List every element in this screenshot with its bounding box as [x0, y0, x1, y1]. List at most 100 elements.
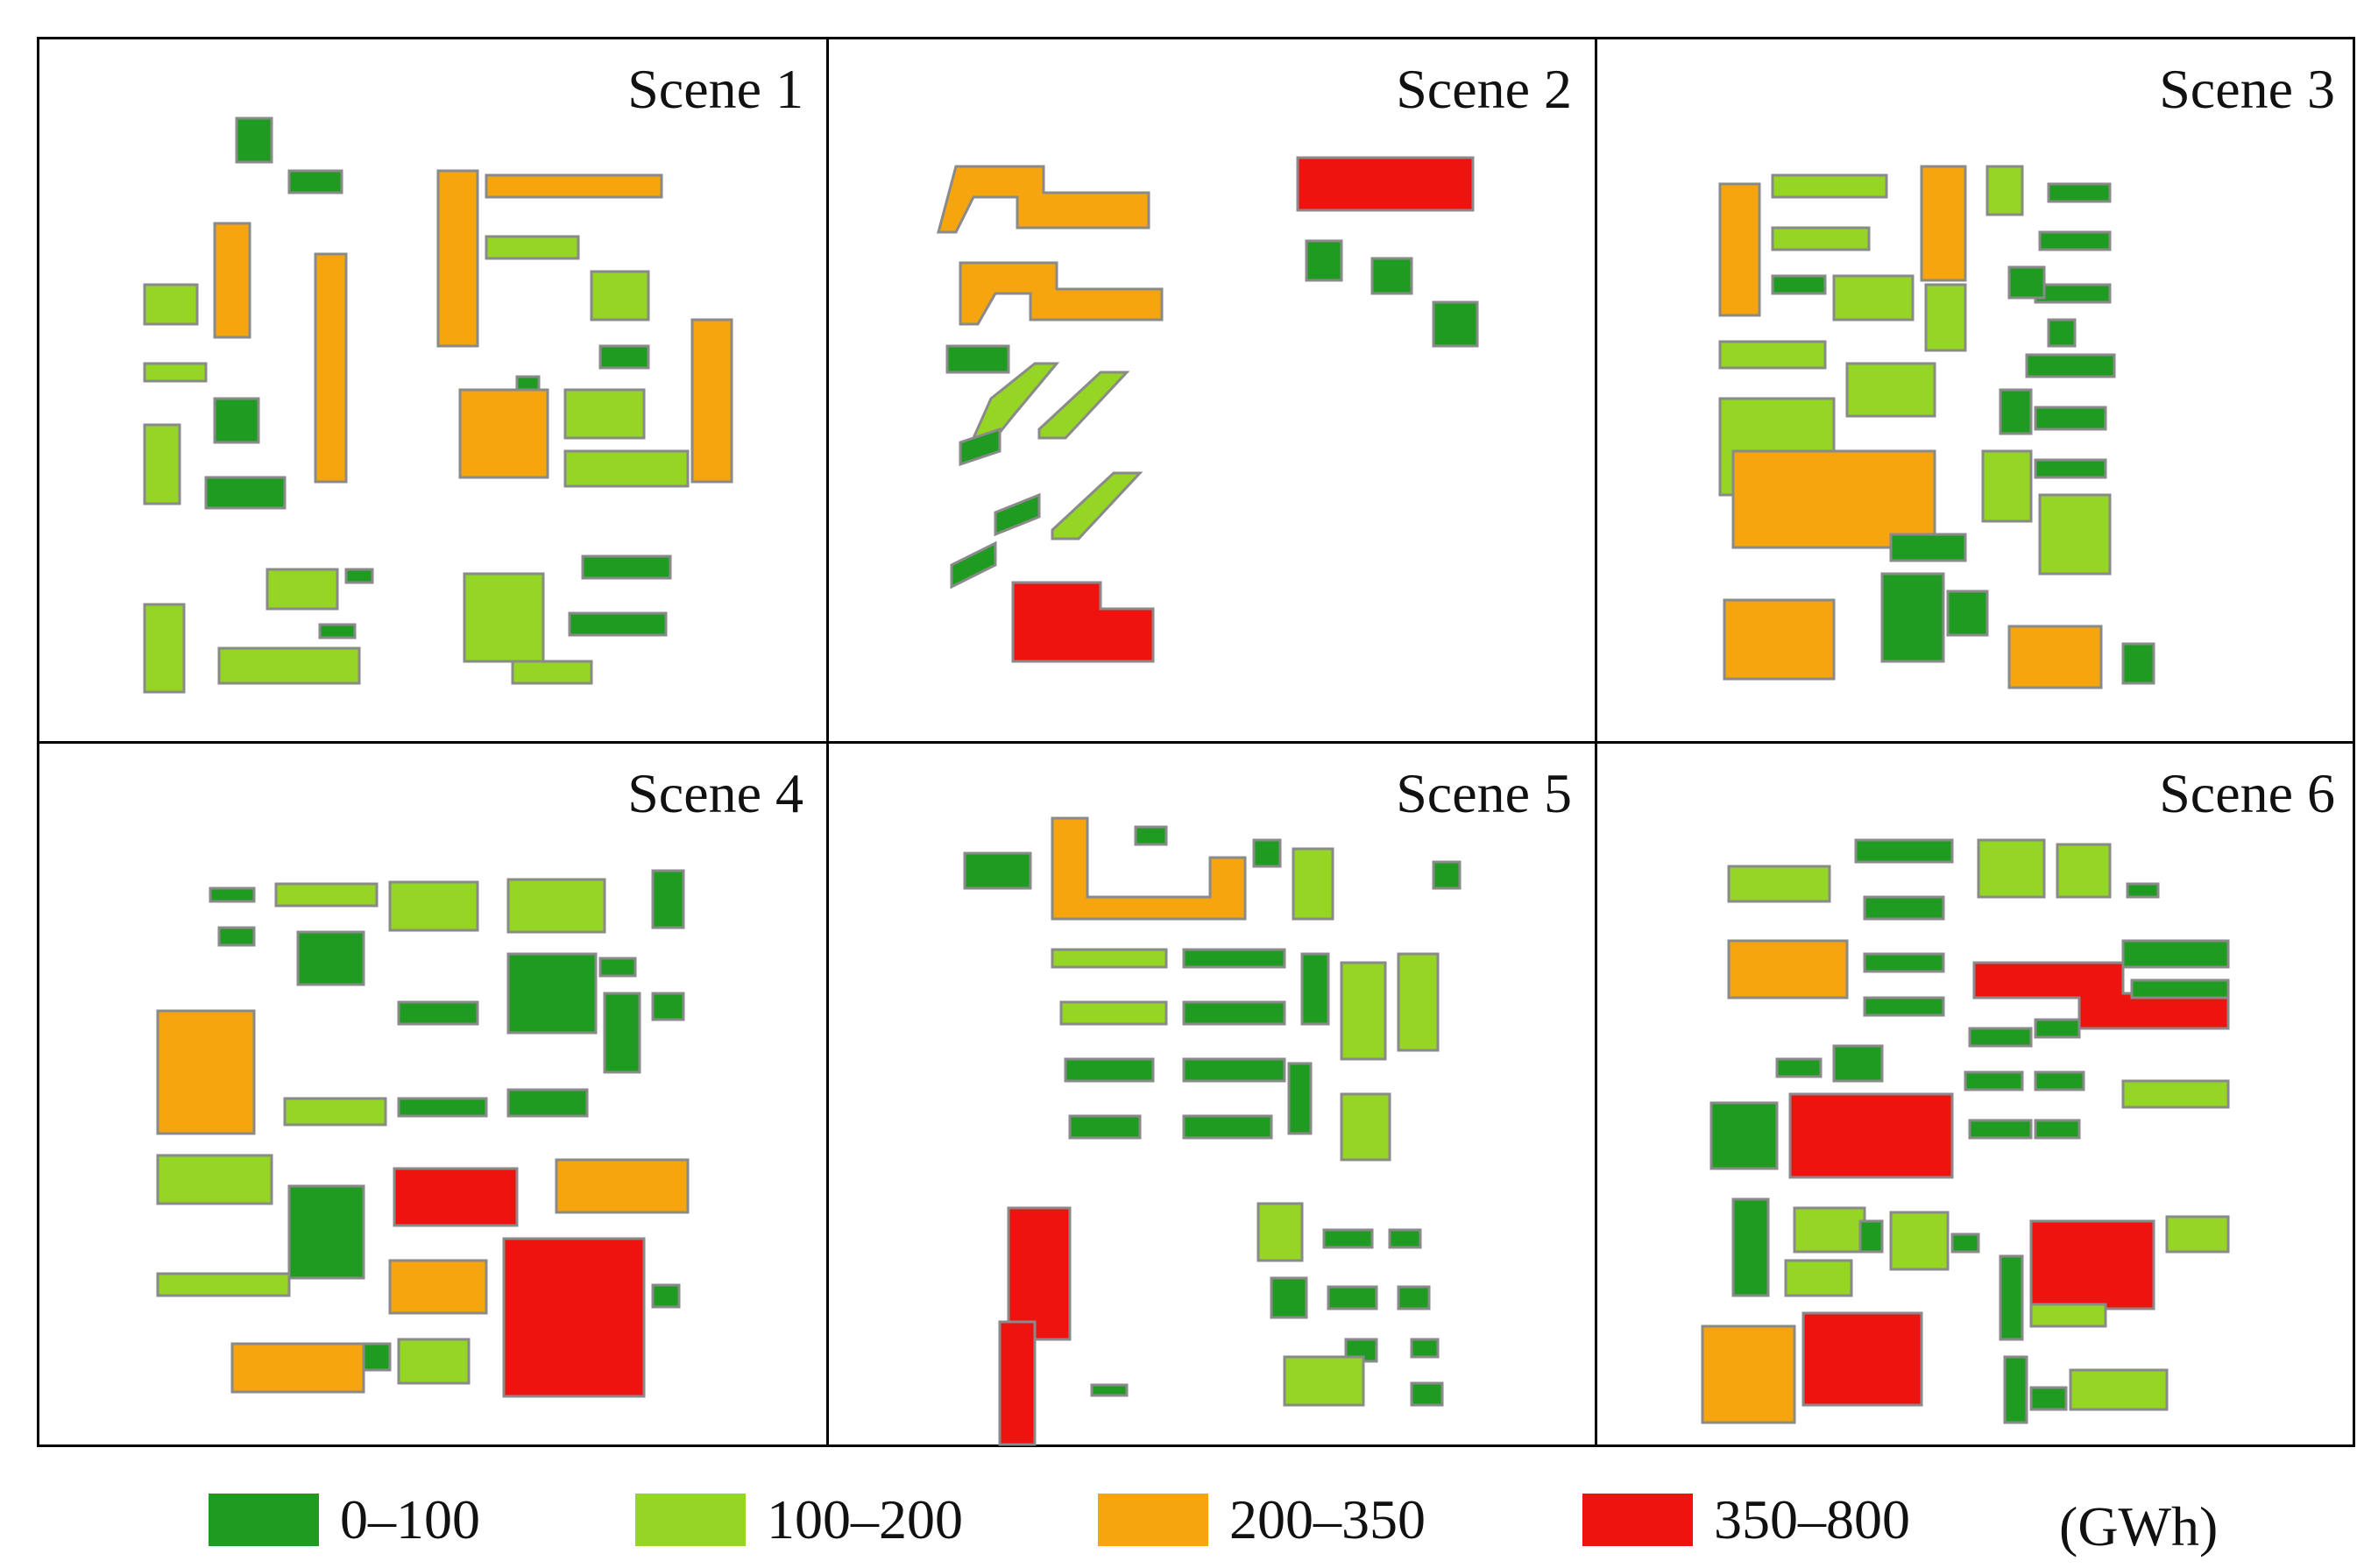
building [2038, 493, 2112, 576]
building [2029, 1386, 2068, 1411]
building [1051, 471, 1143, 540]
building [590, 270, 650, 321]
legend-label-350-800: 350–800 [1714, 1488, 1910, 1550]
building [204, 476, 287, 510]
building [1397, 1285, 1431, 1310]
building [598, 344, 650, 370]
building [1051, 816, 1247, 921]
building [2003, 1355, 2028, 1424]
building [563, 388, 646, 440]
building [213, 397, 260, 444]
building [2007, 265, 2046, 300]
legend-item-0-100: 0–100 [209, 1488, 480, 1550]
map-figure: Scene 1 [37, 37, 2355, 1447]
building [1977, 838, 2046, 899]
building [1292, 847, 1334, 921]
scene-4-map [156, 869, 690, 1398]
building [1340, 961, 1387, 1061]
building [1863, 952, 1945, 973]
scene-3-panel: Scene 3 [1597, 39, 2357, 741]
building [2038, 230, 2112, 251]
building [1788, 1092, 1954, 1179]
building [1946, 590, 1989, 637]
building [388, 880, 479, 932]
building [156, 1272, 291, 1297]
building [2121, 642, 2155, 685]
building [2069, 1368, 2169, 1411]
building [1410, 1381, 1444, 1407]
building [2121, 939, 2230, 969]
building [485, 235, 580, 260]
legend-item-100-200: 100–200 [635, 1488, 963, 1550]
building [1889, 533, 1967, 562]
building [1327, 1285, 1378, 1310]
building [1920, 165, 1967, 282]
building [235, 117, 273, 164]
building [1999, 388, 2033, 435]
building [690, 318, 733, 484]
building [458, 388, 549, 479]
legend: 0–100 100–200 200–350 350–800 (GWh) [0, 1480, 2357, 1568]
building [1322, 1228, 1374, 1249]
legend-swatch-350-800 [1582, 1494, 1693, 1546]
building [651, 992, 685, 1021]
building [1182, 1114, 1273, 1140]
building [296, 930, 365, 986]
building [2025, 353, 2116, 378]
building [1340, 1092, 1391, 1162]
building [1985, 165, 2024, 216]
building [1007, 1206, 1072, 1341]
building [1771, 226, 1871, 251]
building [1300, 952, 1330, 1026]
building [388, 1259, 488, 1315]
building [506, 952, 598, 1035]
building [1968, 1119, 2033, 1140]
building [2047, 182, 2112, 203]
scene-5-title: Scene 5 [1396, 762, 1572, 824]
building [1432, 300, 1479, 348]
building [274, 882, 379, 908]
scene-6-panel: Scene 6 [1597, 744, 2357, 1447]
building [1968, 1027, 2033, 1048]
building [287, 1184, 365, 1280]
scene-5-panel: Scene 5 [829, 744, 1595, 1447]
legend-label-200-350: 200–350 [1229, 1488, 1426, 1550]
scene-3-map [1718, 165, 2155, 689]
building [1832, 274, 1915, 321]
building [1305, 239, 1343, 282]
building [1182, 948, 1286, 969]
building [397, 1097, 488, 1118]
building [143, 362, 208, 383]
building [1718, 340, 1827, 370]
building [217, 646, 361, 685]
building [998, 1320, 1037, 1446]
building [506, 878, 606, 934]
scene-4-panel: Scene 4 [39, 744, 826, 1447]
scene-2-map [937, 156, 1479, 663]
building [397, 1338, 471, 1385]
building [143, 603, 186, 694]
scene-3-title: Scene 3 [2159, 58, 2335, 120]
building [1370, 257, 1413, 295]
building [651, 1283, 681, 1309]
building [1287, 1062, 1313, 1135]
building [265, 568, 339, 611]
building [393, 1167, 519, 1227]
building [1011, 581, 1155, 663]
building [1709, 1101, 1779, 1170]
building [1718, 182, 1761, 317]
building [463, 572, 545, 663]
building [1723, 598, 1836, 681]
building [362, 1342, 392, 1372]
building [1270, 1276, 1308, 1319]
building [1950, 1233, 1980, 1254]
legend-label-100-200: 100–200 [767, 1488, 963, 1550]
building [1981, 449, 2033, 523]
building [1858, 1219, 1884, 1254]
building [2121, 1079, 2230, 1109]
building [143, 423, 181, 505]
building [1727, 939, 1849, 999]
building [2047, 318, 2077, 348]
building [397, 1000, 479, 1026]
scene-1-title: Scene 1 [627, 58, 803, 120]
